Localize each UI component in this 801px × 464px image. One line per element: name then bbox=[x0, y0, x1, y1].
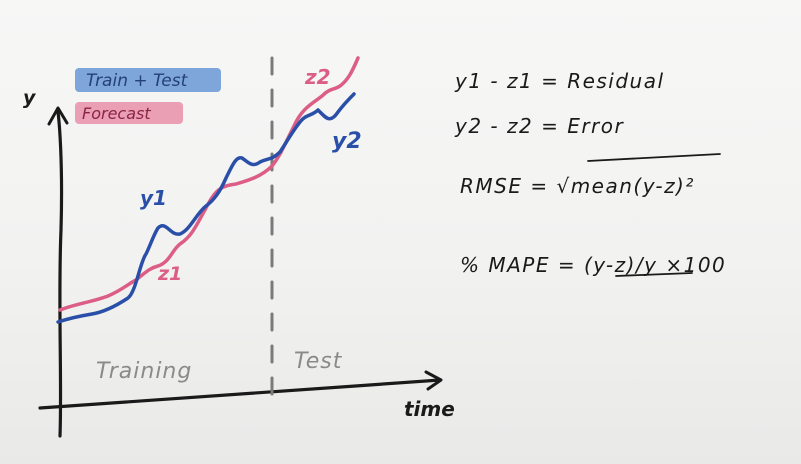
svg-text:y1: y1 bbox=[140, 186, 167, 210]
legend-train-test-label: Train + Test bbox=[86, 71, 189, 91]
svg-text:RMSE = √mean(y-z)²: RMSE = √mean(y-z)² bbox=[460, 174, 695, 198]
legend-forecast-swatch bbox=[75, 102, 183, 124]
y-axis-label: y bbox=[23, 87, 37, 109]
svg-text:y2: y2 bbox=[332, 129, 362, 154]
actual-series-line bbox=[56, 92, 356, 324]
legend-train-test-swatch bbox=[75, 68, 221, 92]
mape-fraction-bar bbox=[615, 272, 693, 277]
z2-label: z2 bbox=[304, 65, 331, 89]
training-label: Training bbox=[96, 359, 192, 384]
x-axis bbox=[38, 378, 442, 410]
formula-mape: % MAPE = (y-z)/y ×100 bbox=[460, 253, 725, 277]
x-axis-label: time bbox=[404, 397, 455, 421]
svg-text:z1: z1 bbox=[157, 263, 182, 285]
test-label: Test bbox=[294, 349, 343, 374]
z1-label: z1 bbox=[157, 263, 182, 285]
svg-text:z2: z2 bbox=[304, 65, 331, 89]
formula-rmse: RMSE = √mean(y-z)² bbox=[460, 153, 721, 198]
y2-label: y2 bbox=[332, 129, 362, 154]
y-axis bbox=[56, 110, 64, 438]
y-axis-arrow bbox=[47, 106, 69, 126]
formula-error: y2 - z2 = Error bbox=[454, 114, 625, 138]
legend-forecast-label: Forecast bbox=[82, 104, 151, 123]
formula-residual: y1 - z1 = Residual bbox=[454, 69, 665, 93]
y1-label: y1 bbox=[140, 186, 167, 210]
forecast-series-line bbox=[58, 56, 360, 312]
rmse-radical-bar bbox=[587, 153, 721, 162]
x-axis-arrow bbox=[424, 370, 443, 391]
